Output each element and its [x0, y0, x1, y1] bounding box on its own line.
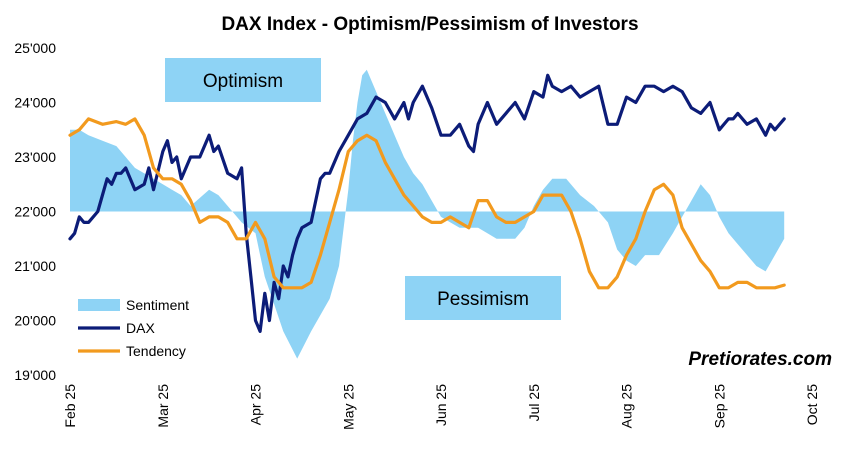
x-tick-label: Feb 25: [62, 384, 78, 428]
legend-sentiment-swatch: [78, 299, 120, 311]
optimism-label: Optimism: [203, 71, 283, 92]
pessimism-box: [405, 276, 561, 320]
y-tick-label: 23'000: [14, 149, 56, 165]
chart-title: DAX Index - Optimism/Pessimism of Invest…: [221, 14, 638, 35]
legend: Sentiment DAX Tendency: [78, 297, 189, 359]
x-tick-label: Mar 25: [155, 384, 171, 428]
y-axis: 19'000 20'000 21'000 22'000 23'000 24'000 25'0…: [14, 40, 56, 383]
y-tick-label: 21'000: [14, 258, 56, 274]
brand-watermark: Pretiorates.com: [688, 349, 832, 370]
y-tick-label: 22'000: [14, 204, 56, 220]
x-tick-label: Aug 25: [619, 384, 635, 429]
x-tick-label: Sep 25: [711, 384, 727, 429]
y-tick-label: 24'000: [14, 95, 56, 111]
y-tick-label: 20'000: [14, 313, 56, 329]
y-tick-label: 19'000: [14, 367, 56, 383]
x-tick-label: Apr 25: [248, 384, 264, 425]
optimism-box: [165, 58, 321, 102]
x-axis: Feb 25 Mar 25 Apr 25 May 25 Jun 25 Jul 25 Aug …: [62, 384, 820, 430]
x-tick-label: May 25: [340, 384, 356, 430]
legend-tendency-label: Tendency: [126, 343, 186, 359]
pessimism-label: Pessimism: [437, 289, 529, 310]
legend-dax-label: DAX: [126, 320, 155, 336]
y-tick-label: 25'000: [14, 40, 56, 56]
legend-sentiment-label: Sentiment: [126, 297, 189, 313]
tendency-line: [68, 117, 786, 290]
x-tick-label: Jun 25: [433, 384, 449, 426]
x-tick-label: Oct 25: [804, 384, 820, 425]
dax-line: [68, 73, 786, 333]
x-tick-label: Jul 25: [526, 384, 542, 422]
sentiment-area: [70, 69, 785, 359]
